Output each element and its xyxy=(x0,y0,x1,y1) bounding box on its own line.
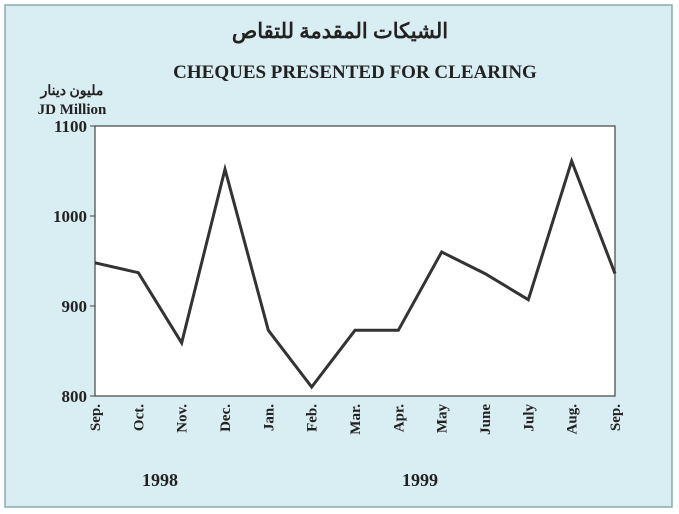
chart-subtitle: CHEQUES PRESENTED FOR CLEARING xyxy=(173,62,537,83)
plot-area xyxy=(94,125,616,397)
chart-title: الشيكات المقدمة للتقاص xyxy=(232,19,448,44)
year-label: 1999 xyxy=(402,470,438,490)
x-tick-label: May xyxy=(435,404,451,434)
y-tick-label: 800 xyxy=(62,387,88,406)
y-axis-label: JD Million xyxy=(38,102,107,118)
year-label: 1998 xyxy=(142,470,178,490)
x-tick-label: Dec. xyxy=(218,404,234,432)
x-tick-label: June xyxy=(478,404,494,435)
y-tick-label: 1100 xyxy=(54,117,87,136)
y-tick-label: 1000 xyxy=(53,207,87,226)
x-tick-label: Mar. xyxy=(348,404,364,435)
x-tick-label: Feb. xyxy=(305,404,321,432)
x-tick-label: Oct. xyxy=(131,404,147,431)
x-tick-label: Apr. xyxy=(391,404,407,432)
x-tick-label: Nov. xyxy=(175,404,191,433)
x-tick-label: Sep. xyxy=(88,404,104,431)
y-axis-label-ar: مليون دينار xyxy=(40,84,104,99)
x-tick-label: Jan. xyxy=(261,404,277,431)
x-tick-label: Aug. xyxy=(565,404,581,435)
y-tick-label: 900 xyxy=(62,297,88,316)
x-tick-label: Sep. xyxy=(608,404,624,431)
line xyxy=(94,156,617,390)
x-tick-label: July xyxy=(521,404,537,432)
